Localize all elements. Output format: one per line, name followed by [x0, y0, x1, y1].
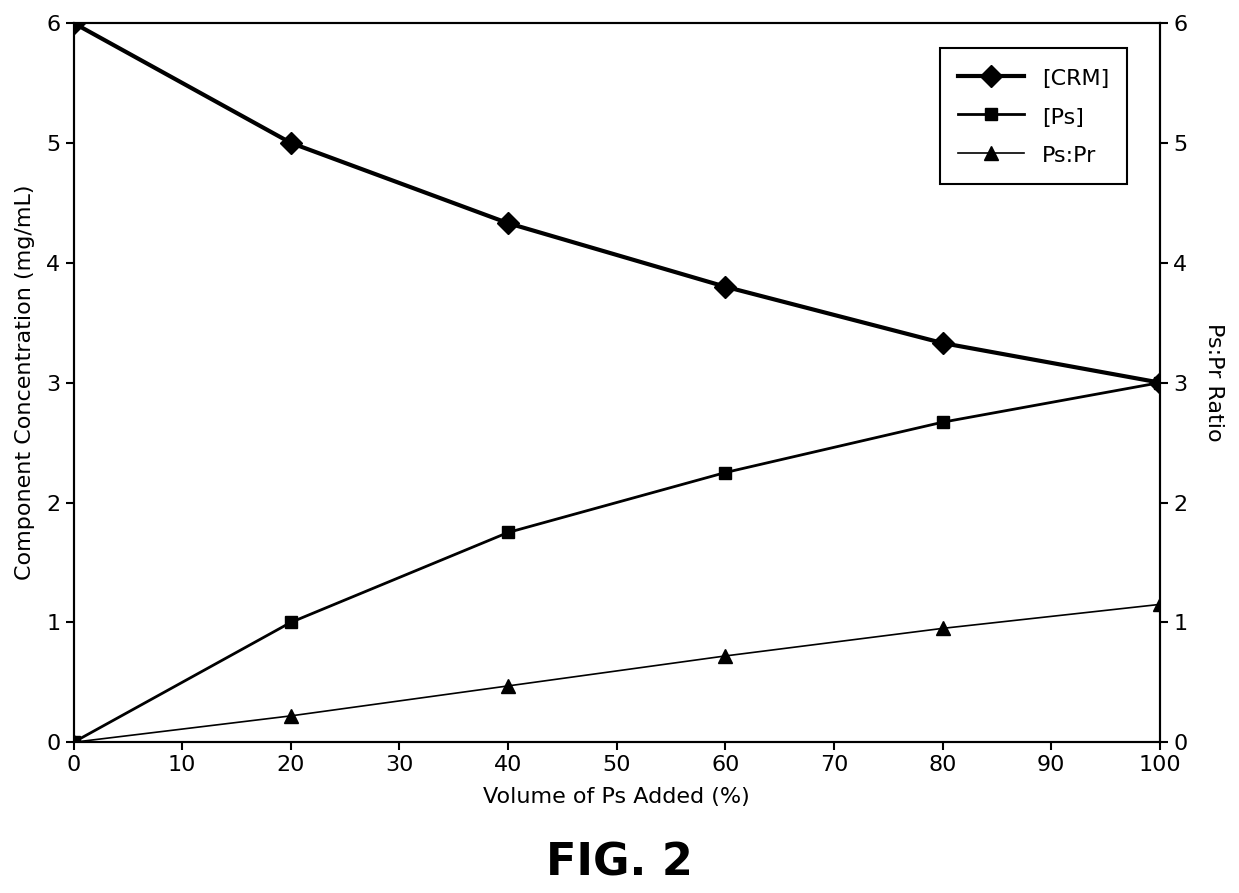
X-axis label: Volume of Ps Added (%): Volume of Ps Added (%) — [483, 787, 750, 806]
[CRM] — [66, 18, 81, 29]
[Ps] — [1152, 377, 1167, 388]
Ps:Pr — [501, 680, 515, 691]
Ps:Pr — [284, 711, 299, 722]
Ps:Pr — [717, 651, 732, 662]
Line: [CRM]: [CRM] — [66, 15, 1167, 390]
[CRM] — [935, 338, 950, 348]
Line: [Ps]: [Ps] — [67, 376, 1166, 748]
Line: Ps:Pr: Ps:Pr — [67, 597, 1167, 749]
Ps:Pr — [935, 623, 950, 634]
[CRM] — [1152, 377, 1167, 388]
[CRM] — [284, 138, 299, 148]
Text: FIG. 2: FIG. 2 — [546, 841, 693, 884]
[Ps] — [935, 417, 950, 428]
Ps:Pr — [66, 737, 81, 747]
Y-axis label: Ps:Pr Ratio: Ps:Pr Ratio — [1204, 323, 1224, 442]
[Ps] — [284, 617, 299, 628]
[CRM] — [717, 281, 732, 292]
[CRM] — [501, 218, 515, 229]
[Ps] — [66, 737, 81, 747]
[Ps] — [717, 467, 732, 478]
Legend: [CRM], [Ps], Ps:Pr: [CRM], [Ps], Ps:Pr — [940, 48, 1127, 184]
Ps:Pr — [1152, 599, 1167, 610]
[Ps] — [501, 527, 515, 538]
Y-axis label: Component Concentration (mg/mL): Component Concentration (mg/mL) — [15, 185, 35, 580]
